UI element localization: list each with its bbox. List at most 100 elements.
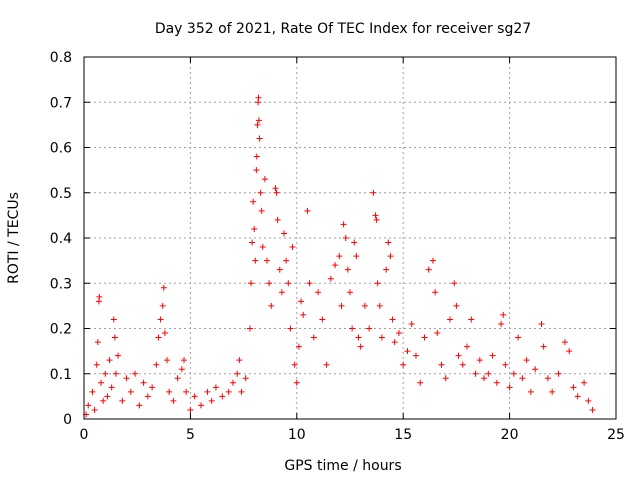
- data-point: [98, 379, 105, 386]
- data-point: [340, 221, 347, 228]
- data-point: [257, 189, 264, 196]
- data-point: [383, 266, 390, 273]
- data-point: [248, 280, 255, 287]
- data-point: [94, 339, 101, 346]
- data-point: [170, 397, 177, 404]
- chart-title: Day 352 of 2021, Rate Of TEC Index for r…: [155, 21, 531, 37]
- data-point: [106, 357, 113, 364]
- data-point: [132, 370, 139, 377]
- data-point: [100, 397, 107, 404]
- data-point: [264, 257, 271, 264]
- data-point: [540, 343, 547, 350]
- x-axis-label: GPS time / hours: [284, 458, 401, 474]
- data-point: [238, 388, 245, 395]
- data-point: [315, 289, 322, 296]
- data-points: [83, 94, 596, 418]
- data-point: [353, 253, 360, 260]
- data-point: [417, 379, 424, 386]
- data-point: [246, 325, 253, 332]
- data-point: [144, 393, 151, 400]
- data-point: [421, 334, 428, 341]
- data-point: [261, 176, 268, 183]
- data-point: [255, 117, 262, 124]
- data-point: [385, 239, 392, 246]
- data-point: [274, 216, 281, 223]
- data-point: [585, 397, 592, 404]
- data-point: [310, 334, 317, 341]
- data-point: [256, 135, 263, 142]
- data-point: [319, 316, 326, 323]
- data-point: [174, 375, 181, 382]
- data-point: [208, 397, 215, 404]
- data-point: [155, 334, 162, 341]
- data-point: [342, 235, 349, 241]
- y-tick-label: 0.3: [50, 276, 72, 292]
- data-point: [276, 266, 283, 273]
- data-point: [527, 388, 534, 395]
- y-tick-label: 0: [63, 412, 72, 428]
- data-point: [442, 375, 449, 382]
- data-point: [249, 239, 256, 246]
- data-point: [412, 352, 419, 359]
- data-point: [532, 366, 539, 373]
- data-point: [198, 402, 205, 409]
- data-point: [110, 316, 117, 323]
- data-point: [85, 402, 92, 409]
- data-point: [519, 375, 526, 382]
- data-point: [266, 280, 273, 287]
- data-point: [447, 316, 454, 323]
- data-point: [355, 334, 362, 341]
- data-point: [236, 357, 243, 364]
- data-point: [119, 397, 126, 404]
- data-point: [500, 311, 507, 318]
- y-tick-label: 0.4: [50, 231, 72, 247]
- data-point: [468, 316, 475, 323]
- data-point: [376, 302, 383, 309]
- data-point: [357, 343, 364, 350]
- data-point: [323, 361, 330, 368]
- y-tick-label: 0.1: [50, 367, 72, 383]
- data-point: [285, 280, 292, 287]
- data-point: [254, 121, 261, 128]
- data-point: [370, 189, 377, 196]
- data-point: [438, 361, 445, 368]
- data-point: [404, 348, 411, 355]
- data-point: [123, 375, 130, 382]
- data-point: [181, 357, 188, 364]
- data-point: [178, 366, 185, 373]
- data-point: [251, 225, 258, 232]
- data-point: [127, 388, 134, 395]
- y-axis-label: ROTI / TECUs: [6, 192, 22, 284]
- data-point: [229, 379, 236, 386]
- data-point: [544, 375, 551, 382]
- data-point: [489, 352, 496, 359]
- data-point: [581, 379, 588, 386]
- data-point: [515, 334, 522, 341]
- data-point: [523, 357, 530, 364]
- grid-lines: [84, 57, 616, 419]
- data-point: [253, 153, 260, 160]
- data-point: [570, 384, 577, 391]
- data-point: [338, 302, 345, 309]
- data-point: [108, 384, 115, 391]
- data-point: [476, 357, 483, 364]
- data-point: [149, 384, 156, 391]
- data-point: [253, 167, 260, 174]
- data-point: [372, 212, 379, 219]
- data-point: [481, 375, 488, 382]
- data-point: [91, 406, 98, 413]
- data-point: [136, 402, 143, 409]
- data-point: [96, 293, 103, 300]
- data-point: [374, 280, 381, 287]
- data-point: [212, 384, 219, 391]
- data-point: [204, 388, 211, 395]
- data-point: [395, 330, 402, 337]
- data-point: [344, 266, 351, 273]
- data-point: [566, 348, 573, 355]
- data-point: [304, 207, 311, 214]
- data-point: [219, 393, 226, 400]
- data-point: [349, 325, 356, 332]
- data-point: [295, 343, 302, 350]
- x-tick-label: 0: [80, 427, 89, 443]
- data-point: [272, 185, 279, 192]
